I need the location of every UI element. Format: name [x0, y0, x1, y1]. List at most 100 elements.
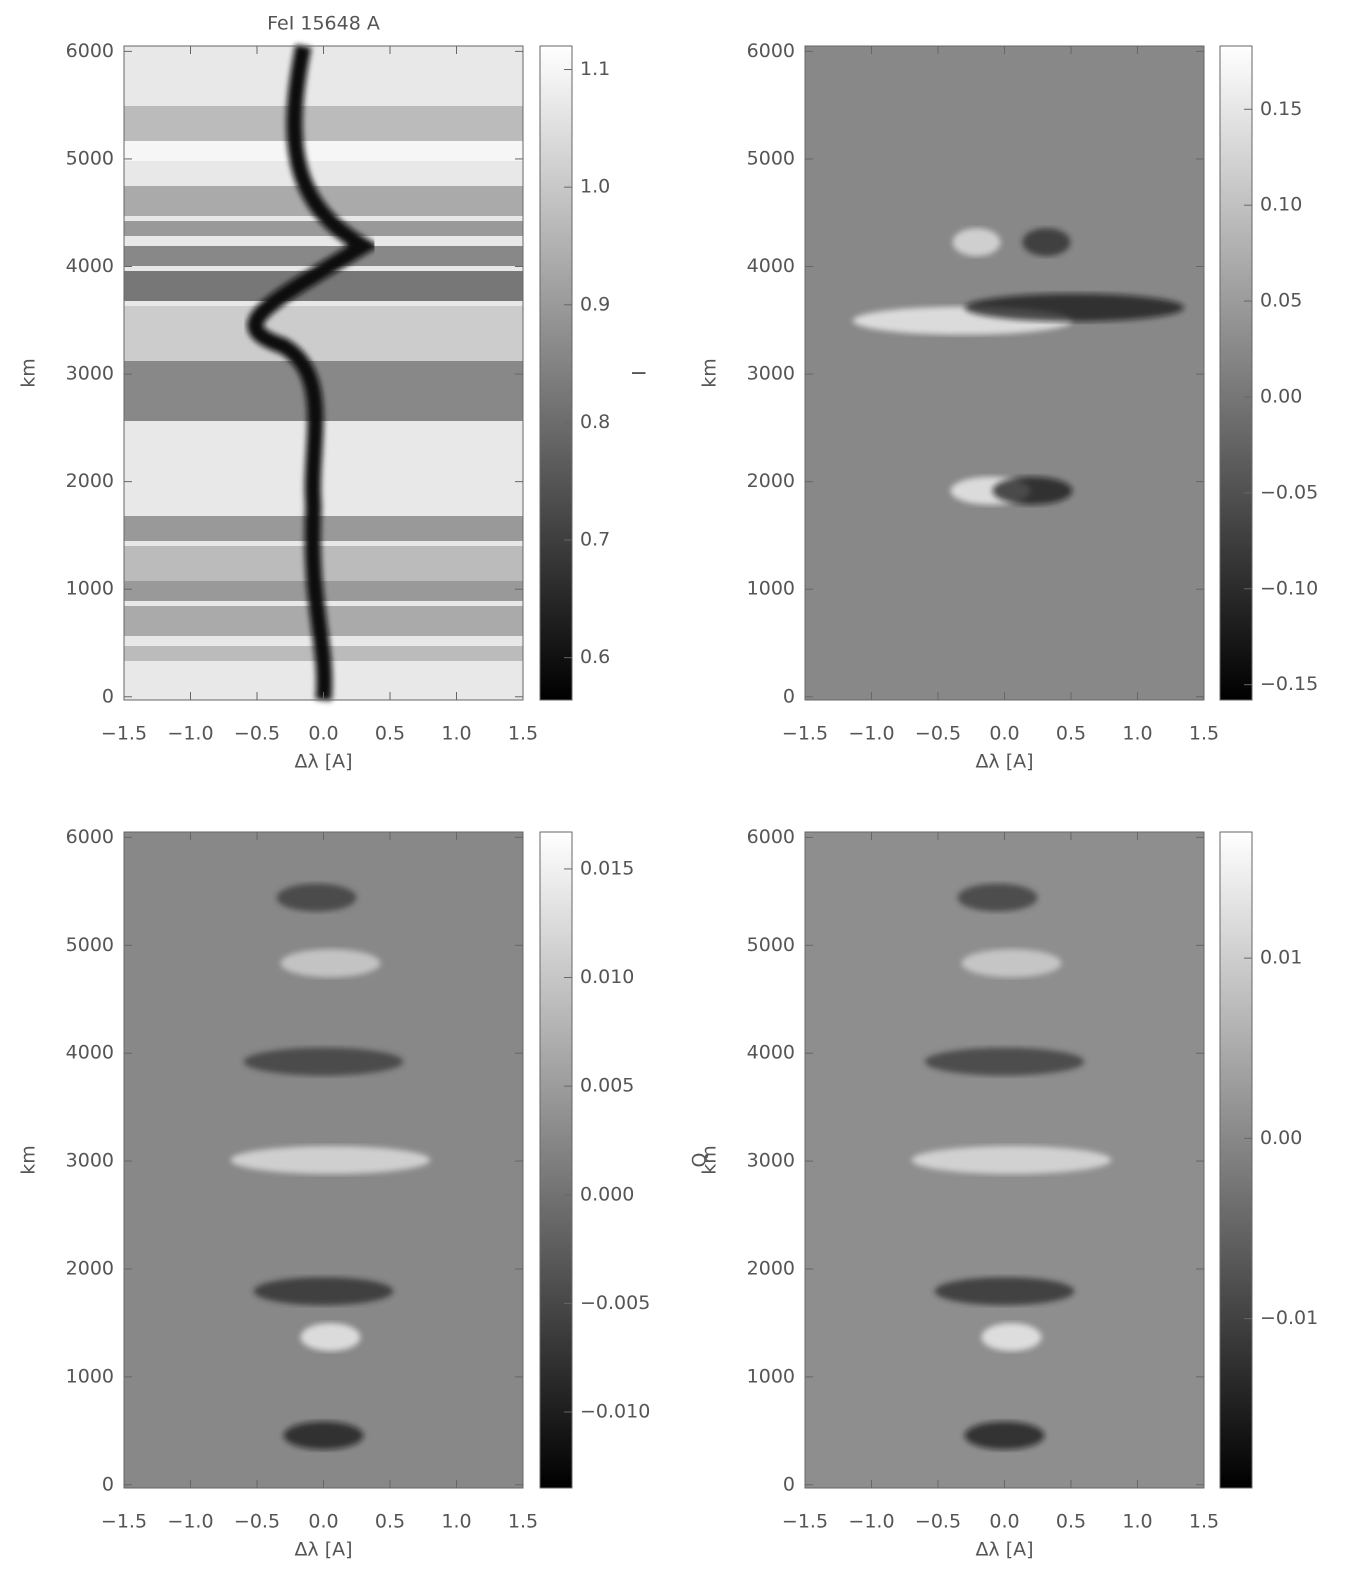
x-tick-label: −0.5	[915, 723, 961, 745]
image-feature	[934, 1277, 1075, 1306]
x-tick-label: 1.0	[1122, 1511, 1152, 1533]
y-tick-label: 3000	[66, 363, 114, 385]
colorbar-label: I	[629, 370, 651, 376]
image-band	[124, 546, 523, 581]
image-feature	[247, 44, 380, 701]
y-tick-label: 5000	[66, 934, 114, 956]
image-band	[124, 106, 523, 146]
colorbar-tick-label: 0.00	[1260, 385, 1302, 407]
image-bg	[805, 46, 1204, 700]
colorbar-tick-label: 0.8	[580, 411, 610, 433]
colorbar-label: Q	[689, 1153, 711, 1168]
x-tick-label: −1.5	[101, 723, 147, 745]
colorbar	[539, 45, 573, 701]
x-tick-label: 1.5	[508, 723, 538, 745]
y-tick-label: 4000	[747, 255, 795, 277]
colorbar-tick-label: −0.01	[1260, 1307, 1318, 1329]
x-tick-label: 1.0	[441, 1511, 471, 1533]
y-tick-label: 2000	[66, 1257, 114, 1279]
colorbar-tick-label: 0.9	[580, 293, 610, 315]
x-tick-label: −1.0	[167, 723, 213, 745]
colorbar-tick-label: −0.15	[1260, 673, 1318, 695]
y-tick-label: 4000	[747, 1042, 795, 1064]
image-feature	[283, 1421, 364, 1450]
image-band	[124, 361, 523, 421]
y-axis-label: km	[18, 358, 40, 388]
colorbar-tick-label: 0.000	[580, 1183, 634, 1205]
x-tick-label: 1.0	[1122, 723, 1152, 745]
x-tick-label: 0.5	[1056, 723, 1086, 745]
y-tick-label: 5000	[66, 147, 114, 169]
y-tick-label: 4000	[66, 1042, 114, 1064]
image-feature	[924, 1047, 1085, 1076]
y-tick-label: 6000	[747, 826, 795, 848]
x-tick-label: 0.0	[308, 1511, 338, 1533]
image-feature	[961, 949, 1062, 978]
x-tick-label: −1.5	[782, 723, 828, 745]
image-band	[124, 516, 523, 541]
y-tick-label: 0	[102, 685, 114, 707]
x-axis-label: Δλ [A]	[975, 751, 1033, 773]
colorbar-tick-label: 0.10	[1260, 194, 1302, 216]
y-tick-label: 0	[783, 1473, 795, 1495]
y-tick-label: 6000	[66, 826, 114, 848]
y-tick-label: 2000	[66, 470, 114, 492]
colorbar-tick-label: 0.00	[1260, 1127, 1302, 1149]
y-tick-label: 6000	[66, 40, 114, 62]
image-feature	[964, 293, 1185, 322]
image-feature	[911, 1146, 1112, 1174]
x-axis-label: Δλ [A]	[294, 751, 352, 773]
colorbar-tick-label: 0.01	[1260, 947, 1302, 969]
image-feature	[230, 1146, 431, 1174]
image-feature	[1022, 228, 1071, 257]
x-tick-label: 1.0	[441, 723, 471, 745]
y-axis-label: km	[699, 1145, 721, 1175]
y-tick-label: 0	[102, 1473, 114, 1495]
image-band	[124, 221, 523, 236]
y-tick-label: 5000	[747, 934, 795, 956]
chart-title: FeI 15648 A	[267, 13, 380, 35]
x-axis-label: Δλ [A]	[294, 1539, 352, 1561]
y-tick-label: 6000	[747, 40, 795, 62]
y-tick-label: 3000	[747, 1150, 795, 1172]
x-tick-label: 1.5	[1189, 1511, 1219, 1533]
x-tick-label: −1.0	[848, 723, 894, 745]
x-tick-label: 0.5	[1056, 1511, 1086, 1533]
colorbar-tick-label: 0.015	[580, 857, 634, 879]
image-band	[124, 246, 523, 266]
colorbar-tick-label: 1.1	[580, 58, 610, 80]
image-feature	[243, 1047, 404, 1076]
colorbar-tick-label: −0.010	[580, 1400, 650, 1422]
y-tick-label: 2000	[747, 1257, 795, 1279]
colorbar-tick-label: 0.010	[580, 966, 634, 988]
image-feature	[253, 1277, 394, 1306]
colorbar-tick-label: 0.7	[580, 529, 610, 551]
y-tick-label: 1000	[66, 578, 114, 600]
image-band	[124, 306, 523, 366]
colorbar-tick-label: −0.005	[580, 1292, 650, 1314]
image-feature	[300, 1323, 361, 1352]
colorbar-tick-label: −0.10	[1260, 577, 1318, 599]
y-tick-label: 4000	[66, 255, 114, 277]
colorbar	[1219, 831, 1253, 1489]
x-tick-label: −0.5	[915, 1511, 961, 1533]
image-feature	[964, 1421, 1045, 1450]
x-tick-label: 0.0	[989, 723, 1019, 745]
x-tick-label: −1.5	[782, 1511, 828, 1533]
x-tick-label: 0.0	[989, 1511, 1019, 1533]
y-tick-label: 1000	[747, 1365, 795, 1387]
x-axis-label: Δλ [A]	[975, 1539, 1033, 1561]
x-tick-label: 0.5	[375, 723, 405, 745]
y-tick-label: 2000	[747, 470, 795, 492]
colorbar-tick-label: 0.6	[580, 646, 610, 668]
y-tick-label: 3000	[747, 363, 795, 385]
colorbar	[539, 831, 573, 1489]
colorbar-tick-label: 0.05	[1260, 290, 1302, 312]
image-feature	[276, 883, 357, 912]
image-feature	[957, 883, 1038, 912]
y-axis-label: km	[699, 358, 721, 388]
x-tick-label: −0.5	[234, 723, 280, 745]
x-tick-label: 0.5	[375, 1511, 405, 1533]
image-feature	[992, 476, 1073, 505]
